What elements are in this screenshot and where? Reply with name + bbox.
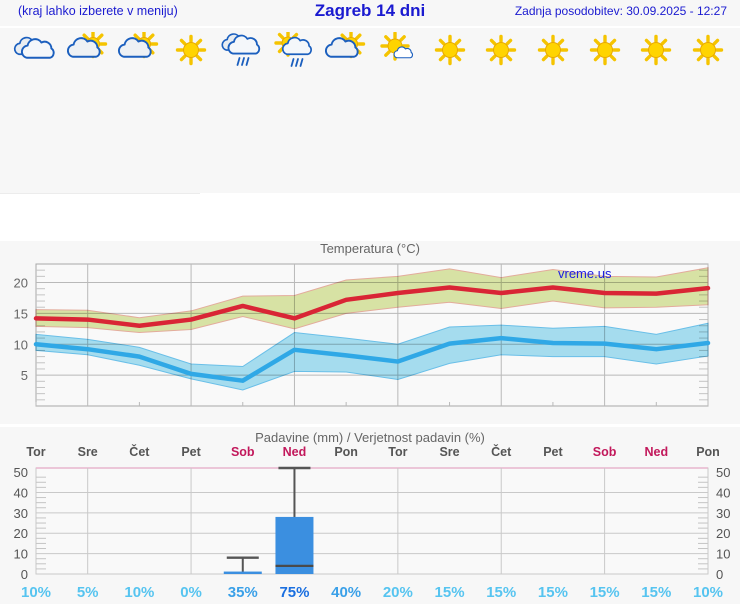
precipitation-probability-row: 10% 5% 10% 0% 35% 75% 40% 20% 15% 15% 15% 15% 15% 10% (0, 584, 740, 604)
page-title: Zagreb 14 dni (314, 1, 426, 20)
watermark: vreme.us (558, 266, 612, 281)
precipitation-day-label: Pon (696, 445, 720, 459)
cloudy-icon (10, 32, 62, 70)
sunny-icon (475, 32, 527, 70)
precipitation-probability: 0% (180, 584, 202, 601)
last-update-label: Zadnja posodobitev: 30.09.2025 - 12:27 (514, 4, 727, 18)
precipitation-probability: 40% (331, 584, 362, 601)
precipitation-probability: 5% (76, 584, 99, 601)
day-column[interactable] (372, 28, 424, 73)
precipitation-day-label: Ned (644, 445, 669, 459)
svg-text:10: 10 (14, 547, 28, 562)
partly-sunny-icon (113, 32, 165, 70)
svg-text:10: 10 (14, 337, 28, 352)
precipitation-day-label: Pet (181, 445, 201, 459)
sun-small-cloud-icon (372, 32, 424, 70)
day-column[interactable] (113, 28, 165, 73)
thin-rule (0, 193, 200, 194)
section-gap (0, 193, 740, 241)
precipitation-probability: 20% (382, 584, 413, 601)
svg-text:30: 30 (716, 506, 730, 521)
precipitation-probability: 15% (537, 584, 568, 601)
precipitation-day-label: Čet (129, 445, 150, 459)
day-column[interactable] (682, 28, 734, 73)
svg-text:10: 10 (716, 547, 730, 562)
precipitation-probability: 15% (589, 584, 620, 601)
precipitation-probability: 15% (486, 584, 517, 601)
page-header: (kraj lahko izberete v meniju) Zagreb 14… (0, 0, 740, 26)
precipitation-chart-title: Padavine (mm) / Verjetnost padavin (%) (255, 430, 485, 445)
svg-text:20: 20 (716, 526, 730, 541)
partly-sunny-icon (320, 32, 372, 70)
precipitation-day-label: Sre (439, 445, 460, 459)
temperature-chart-section: Temperatura (°C) 5 10 15 20 vreme.us (0, 241, 740, 416)
svg-text:0: 0 (716, 567, 723, 582)
precipitation-day-label: Tor (388, 445, 408, 459)
precipitation-day-label: Pet (543, 445, 563, 459)
precipitation-day-label: Pon (334, 445, 358, 459)
precipitation-chart: 0 0 10 10 20 20 30 30 40 40 50 50 (14, 465, 731, 582)
sunny-icon (579, 32, 631, 70)
header-divider (0, 26, 740, 28)
precipitation-probability: 10% (124, 584, 155, 601)
svg-text:40: 40 (716, 485, 730, 500)
rain-icon (217, 32, 269, 70)
sunny-icon (682, 32, 734, 70)
precipitation-day-label: Sre (77, 445, 98, 459)
precipitation-day-label: Sob (592, 445, 617, 459)
precipitation-probability: 10% (692, 584, 724, 601)
partly-sunny-icon (62, 32, 114, 70)
svg-text:0: 0 (21, 567, 28, 582)
forecast-days-strip (0, 28, 740, 161)
svg-text:20: 20 (14, 276, 28, 291)
sunny-icon (630, 32, 682, 70)
temperature-chart: 5 10 15 20 vreme.us (14, 263, 711, 407)
svg-text:30: 30 (14, 506, 28, 521)
precipitation-probability: 15% (434, 584, 465, 601)
svg-text:50: 50 (14, 465, 28, 480)
precipitation-probability: 75% (279, 584, 310, 601)
day-column[interactable] (475, 28, 527, 73)
day-column[interactable] (579, 28, 631, 73)
day-column[interactable] (10, 28, 62, 73)
svg-text:40: 40 (14, 485, 28, 500)
day-column[interactable] (217, 28, 269, 73)
day-column[interactable] (424, 28, 476, 73)
day-column[interactable] (165, 28, 217, 73)
precipitation-day-label: Sob (230, 445, 255, 459)
sunny-icon (527, 32, 579, 70)
sunny-icon (424, 32, 476, 70)
sun-rain-icon (268, 32, 320, 70)
day-column[interactable] (62, 28, 114, 73)
day-column[interactable] (630, 28, 682, 73)
chart-divider (0, 424, 740, 427)
day-column[interactable] (268, 28, 320, 73)
precipitation-probability: 35% (227, 584, 258, 601)
precipitation-day-label: Ned (282, 445, 307, 459)
precipitation-day-labels: Tor Sre Čet Pet Sob Ned Pon Tor Sre Čet Pet Sob Ned P… (0, 445, 740, 462)
svg-text:5: 5 (21, 368, 28, 383)
precipitation-probability: 10% (20, 584, 52, 601)
day-column[interactable] (320, 28, 372, 73)
precipitation-probability: 15% (641, 584, 672, 601)
location-menu-hint: (kraj lahko izberete v meniju) (18, 4, 178, 18)
svg-text:15: 15 (14, 306, 28, 321)
precipitation-day-label: Čet (491, 445, 512, 459)
temperature-chart-title: Temperatura (°C) (320, 241, 420, 256)
sunny-icon (165, 32, 217, 70)
precipitation-day-label: Tor (26, 445, 46, 459)
svg-text:20: 20 (14, 526, 28, 541)
chart-gap (0, 416, 740, 424)
svg-text:50: 50 (716, 465, 730, 480)
precipitation-chart-section: Padavine (mm) / Verjetnost padavin (%) T… (0, 427, 740, 604)
day-column[interactable] (527, 28, 579, 73)
